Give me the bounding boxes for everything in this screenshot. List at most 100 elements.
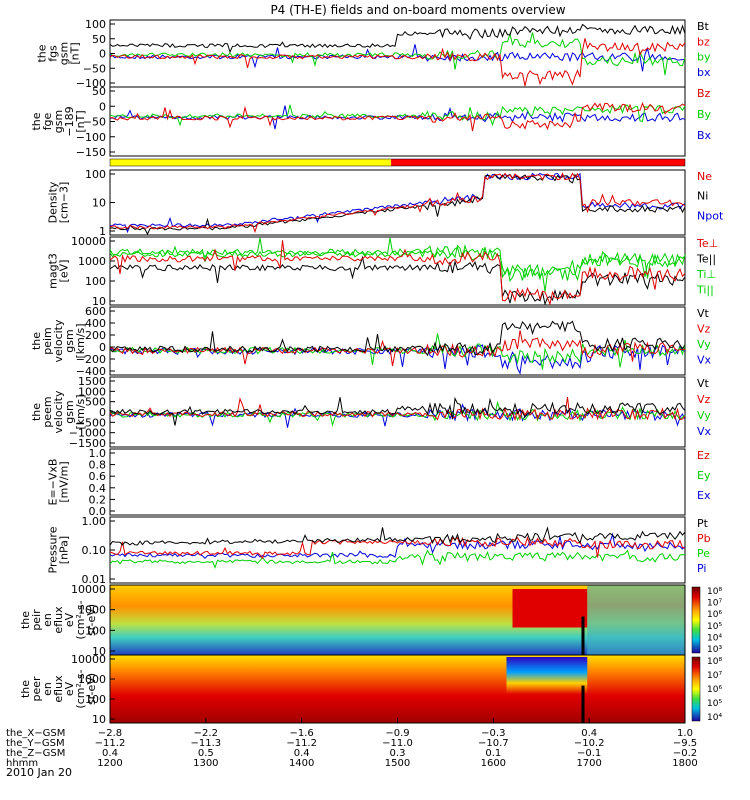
x-row-label: hhmm: [6, 758, 38, 769]
y-axis-label-line: [km/s]: [74, 323, 87, 358]
colorbar-label: 10⁸: [707, 657, 722, 667]
legend-entry: Te||: [696, 253, 716, 266]
y-tick-label: 600: [85, 305, 106, 318]
panel-frame: [109, 86, 686, 157]
y-axis-label-line: (cm²-s-: [74, 669, 87, 708]
y-axis-label-line: the: [36, 44, 49, 62]
y-tick-label: 50: [92, 85, 106, 98]
y-axis-label-line: peim: [41, 327, 54, 355]
y-tick-label: 0.10: [82, 544, 107, 557]
y-axis-label-line: [nT]: [74, 110, 87, 132]
x-row-label: the_X−GSM: [6, 728, 65, 739]
x-tick-label: 0.1: [485, 748, 501, 759]
y-axis-label-line: gsm: [52, 110, 65, 133]
legend-entry: Vz: [697, 323, 711, 336]
x-tick-label: −0.1: [577, 748, 601, 759]
colorbar-label: 10³: [707, 645, 722, 655]
y-tick-label: 0: [99, 48, 106, 61]
y-axis-label: thepeemvelocitygsm[km/s]: [30, 390, 87, 433]
legend-entry: By: [697, 108, 712, 121]
panel-peir: 10⁸10⁷10⁶10⁵10⁴10³10000100010010thepeire…: [19, 583, 722, 658]
panel-flag: [109, 158, 686, 167]
y-tick-label: 400: [85, 317, 106, 330]
y-tick-label: 0: [99, 341, 106, 354]
colorbar-strip: [691, 656, 701, 722]
y-tick-label: 10000: [71, 583, 106, 596]
x-tick-label: 0.5: [198, 748, 214, 759]
flag-bar-frame: [109, 158, 686, 167]
y-tick-label: 1: [99, 225, 106, 238]
panel-frame: [109, 448, 686, 516]
panel-group: 100500−50−100thefgsgsm[nT]Btbzbybx500−50…: [19, 18, 724, 726]
y-tick-label: −100: [76, 131, 106, 144]
legend-entry: Npot: [697, 209, 724, 222]
y-axis-label-line: peer: [30, 676, 43, 702]
legend-entry: Pi: [697, 562, 706, 575]
series-Pe: [109, 549, 686, 569]
y-tick-label: 100: [85, 275, 106, 288]
series-Pt: [109, 526, 686, 546]
y-tick-label: 0: [99, 100, 106, 113]
legend-entry: Vy: [697, 409, 711, 422]
x-tick-label: −2.2: [194, 728, 218, 739]
series-By: [109, 104, 686, 127]
spectrogram-fill: [110, 655, 685, 723]
y-tick-label: 10000: [71, 653, 106, 666]
y-axis-label-line: en: [41, 682, 54, 696]
y-tick-label: 10: [92, 295, 106, 308]
y-axis-label-line: [mV/m]: [58, 461, 71, 502]
y-tick-label: 1.00: [82, 515, 107, 528]
y-axis-label-line: the: [30, 112, 43, 130]
y-tick-label: 0.6: [89, 470, 107, 483]
series-Ne: [109, 172, 686, 234]
y-axis-label-line: peir: [30, 609, 43, 631]
y-axis-label-line: magt3: [47, 253, 60, 289]
y-tick-label: 100: [85, 693, 106, 706]
x-tick-label: −9.5: [673, 738, 697, 749]
y-axis-label-line: fge: [41, 112, 54, 130]
spectrogram-region-cool: [506, 657, 588, 695]
x-row-label: the_Z−GSM: [6, 748, 65, 759]
legend-entry: Ez: [697, 449, 710, 462]
y-axis-label: Density[cm−3]: [47, 181, 71, 223]
legend-entry: Ti⊥: [696, 268, 716, 281]
legend-entry: Pb: [697, 532, 711, 545]
legend-entry: by: [697, 51, 711, 64]
x-tick-label: 1200: [97, 758, 122, 769]
panel-fgs: 100 50 0−50 −100 thefgsgsm[nT] Bt bz by bx: [36, 18, 711, 90]
y-axis-label: magt3[eV]: [47, 253, 71, 289]
panel-pressure: 1.00 0.10 0.01 Pressure[nPa] Pt Pb Pe Pi: [47, 515, 711, 586]
legend-entry: Vt: [697, 307, 710, 320]
y-axis-label-line: eV: [63, 612, 76, 627]
legend-entry: bz: [697, 35, 710, 48]
x-tick-label: 1800: [672, 758, 697, 769]
legend-entry: Bx: [697, 129, 712, 142]
y-tick-label: 0.2: [89, 493, 107, 506]
colorbar-strip: [691, 586, 701, 654]
y-axis-label-line: eflux: [52, 675, 65, 703]
series-Ti⊥: [109, 246, 686, 283]
y-tick-label: 1000: [78, 255, 106, 268]
x-tick-label: −10.2: [574, 738, 605, 749]
y-axis-label-line: sr-eV): [85, 673, 98, 705]
x-tick-label: −11.3: [191, 738, 222, 749]
x-tick-label: −11.2: [286, 738, 317, 749]
colorbar-label: 10⁷: [707, 599, 722, 609]
panel-frame: [109, 306, 686, 376]
y-axis-label-line: the: [30, 332, 43, 350]
y-tick-label: 200: [85, 329, 106, 342]
y-tick-label: −150: [76, 146, 106, 159]
y-axis-label-line: Pressure: [47, 526, 60, 573]
x-row-label: the_Y−GSM: [6, 738, 65, 749]
y-axis-label-line: the: [30, 403, 43, 421]
x-tick-label: −11.2: [95, 738, 126, 749]
y-axis-label-line: sr-eV): [85, 604, 98, 636]
legend-entry: Vz: [697, 393, 711, 406]
y-axis-label-line: velocity: [52, 390, 65, 433]
y-tick-label: 10: [92, 197, 106, 210]
legend-entry: Bt: [697, 20, 710, 33]
y-axis-label-line: gsm: [63, 329, 76, 352]
y-axis-label: thepeirenefluxeV(cm²-s-sr-eV): [19, 600, 98, 639]
x-axis-table: the_X−GSMthe_Y−GSMthe_Z−GSMhhmm−2.8−11.2…: [6, 718, 698, 769]
